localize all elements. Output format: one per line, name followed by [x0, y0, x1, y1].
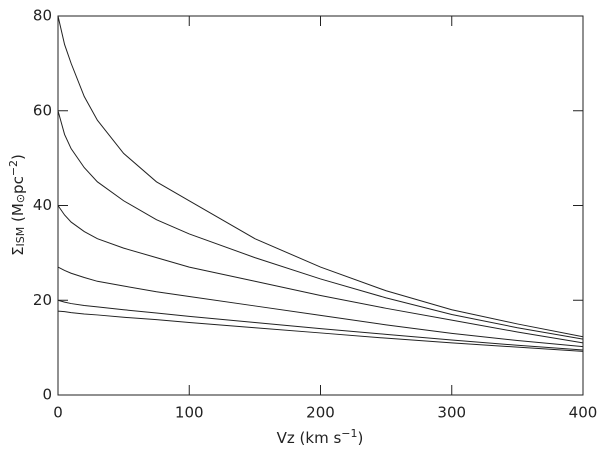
curve — [57, 299, 584, 351]
x-tick-label: 300 — [437, 404, 466, 422]
x-tick-label: 400 — [569, 404, 598, 422]
x-tick-label: 0 — [53, 404, 63, 422]
ylabel-part: ISM — [14, 227, 27, 247]
ylabel-part: (M — [9, 203, 27, 227]
ylabel-part: ) — [9, 154, 27, 160]
curve — [57, 266, 584, 348]
ylabel-part: pc — [9, 176, 27, 194]
curve — [57, 15, 584, 338]
ylabel-part: ⊙ — [14, 194, 27, 203]
curve — [57, 205, 584, 344]
y-axis-label: ΣISM (M⊙pc−2) — [7, 154, 28, 256]
ylabel-part: −2 — [7, 160, 20, 176]
y-tick-label: 80 — [33, 7, 52, 25]
x-axis-label: Vz (km s−1) — [277, 427, 364, 447]
curve — [57, 310, 584, 352]
x-tick-label: 100 — [175, 404, 204, 422]
ylabel-part: Σ — [9, 246, 27, 255]
xlabel-part: ) — [358, 429, 364, 447]
y-tick-label: 60 — [33, 101, 52, 119]
x-tick-label: 200 — [306, 404, 335, 422]
xlabel-part: Vz (km s — [277, 429, 342, 447]
y-tick-label: 40 — [33, 196, 52, 214]
xlabel-part: −1 — [341, 427, 357, 440]
curve — [57, 110, 584, 340]
y-tick-label: 0 — [42, 386, 52, 404]
y-tick-label: 20 — [33, 291, 52, 309]
plot-frame — [57, 15, 584, 396]
